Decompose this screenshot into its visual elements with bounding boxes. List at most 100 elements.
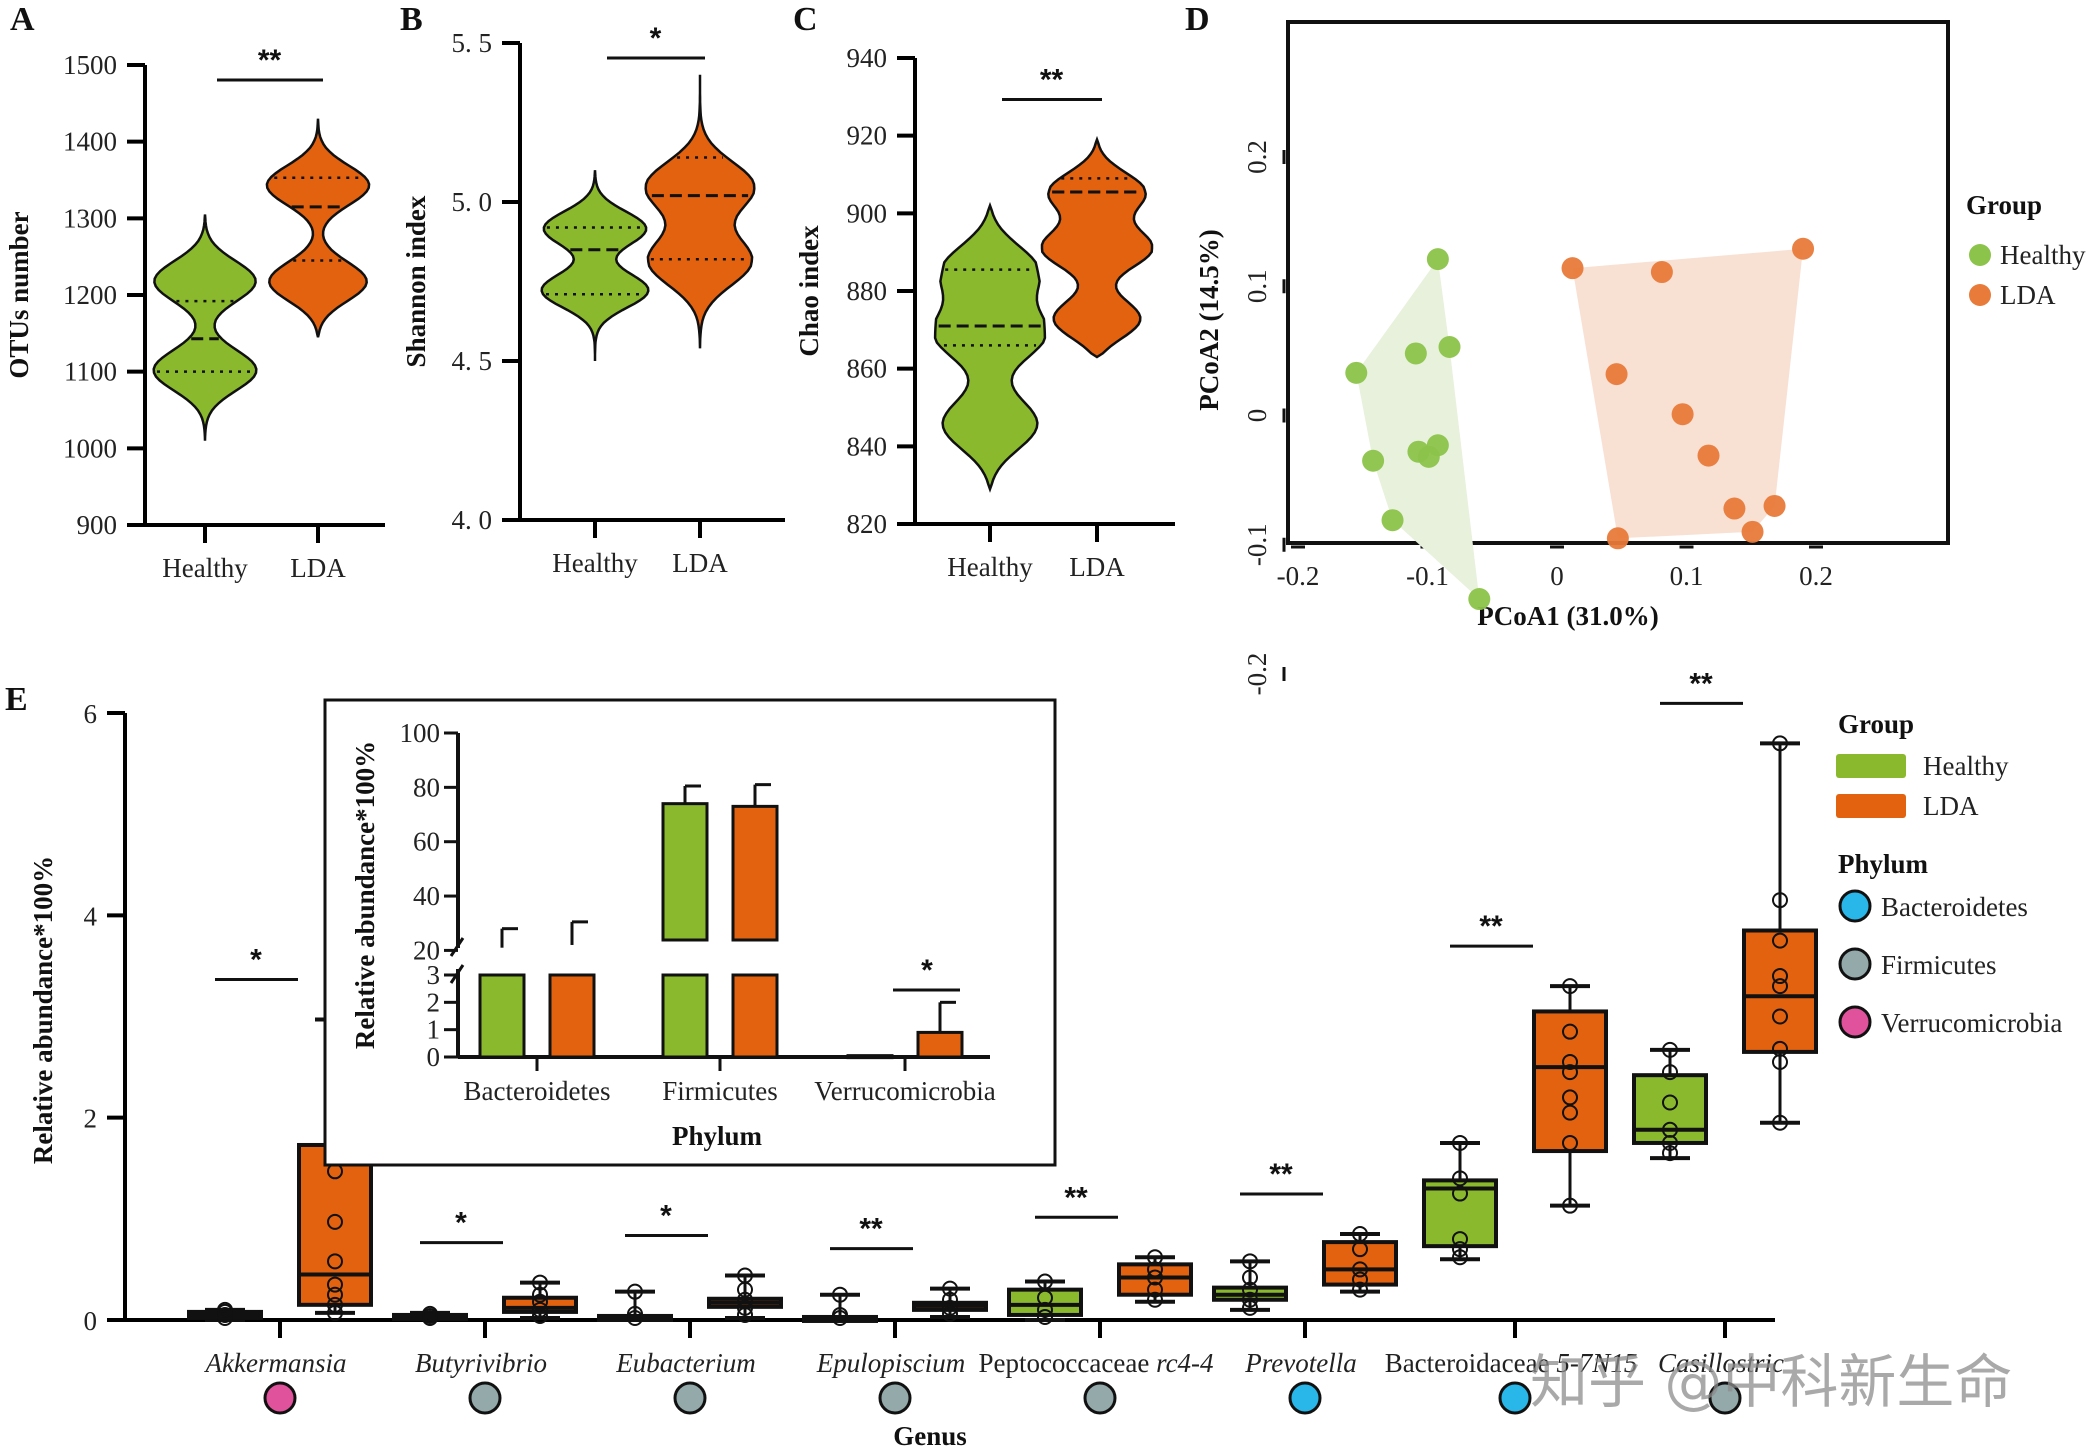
point-healthy bbox=[1438, 335, 1461, 358]
data-point bbox=[1562, 1023, 1578, 1040]
point-healthy bbox=[1426, 248, 1449, 271]
bar-healthy-lower bbox=[661, 973, 709, 1059]
y-tick-label: 100 bbox=[400, 718, 441, 748]
data-point bbox=[1147, 1269, 1163, 1286]
genus-label: Bacteroidaceae 5-7N15 bbox=[1385, 1348, 1638, 1378]
genus-group: Butyrivibrio * bbox=[392, 1207, 578, 1415]
bar-healthy-lower bbox=[478, 973, 526, 1059]
axis-break-mark bbox=[449, 937, 465, 957]
data-point bbox=[1452, 1170, 1468, 1187]
legend-label: Healthy bbox=[2000, 240, 2086, 270]
point-lda bbox=[1650, 261, 1673, 284]
genus-group: Peptococcaceae rc4-4 ** bbox=[978, 1181, 1214, 1415]
y-tick-label: 0 bbox=[1242, 409, 1272, 423]
genus-group: Bacteroidaceae 5-7N15 ** bbox=[1385, 910, 1638, 1415]
y-axis-title: Relative abundance*100% bbox=[350, 741, 380, 1049]
y-axis-title: Relative abundance*100% bbox=[28, 856, 58, 1164]
bar-lda bbox=[731, 804, 779, 942]
phylum-marker bbox=[468, 1381, 502, 1415]
y-tick-label: 920 bbox=[847, 121, 888, 151]
data-point bbox=[1352, 1241, 1368, 1258]
data-point bbox=[532, 1307, 548, 1324]
y-tick-label: 900 bbox=[847, 198, 888, 228]
phylum-marker bbox=[878, 1381, 912, 1415]
watermark: 知乎 @中科新生命 bbox=[1530, 1335, 2012, 1419]
y-tick-label: -0.2 bbox=[1242, 653, 1272, 696]
data-point bbox=[1242, 1291, 1258, 1308]
panel-label: B bbox=[400, 1, 423, 38]
data-point bbox=[327, 1286, 343, 1303]
y-tick-label: 20 bbox=[413, 935, 440, 965]
data-point bbox=[832, 1286, 848, 1303]
point-healthy bbox=[1362, 449, 1385, 472]
data-point bbox=[1772, 978, 1788, 995]
data-point bbox=[327, 1253, 343, 1270]
y-tick-label: 2 bbox=[427, 987, 441, 1017]
data-point bbox=[627, 1309, 643, 1326]
data-point bbox=[942, 1280, 958, 1297]
phylum-marker bbox=[1498, 1381, 1532, 1415]
y-tick-label: 1500 bbox=[63, 50, 117, 80]
y-tick-label: 4 bbox=[84, 901, 98, 931]
violin-healthy bbox=[933, 201, 1047, 493]
break-gap bbox=[731, 942, 779, 973]
y-tick-label: 6 bbox=[84, 699, 98, 729]
genus-name: Epulopiscium bbox=[816, 1348, 966, 1378]
break-gap bbox=[548, 942, 596, 973]
y-tick-label: 1400 bbox=[63, 127, 117, 157]
data-point bbox=[1147, 1261, 1163, 1278]
data-point bbox=[1662, 1134, 1678, 1151]
data-point bbox=[1452, 1134, 1468, 1151]
genus-label: Akkermansia bbox=[204, 1348, 347, 1378]
x-tick-label: Bacteroidetes bbox=[464, 1076, 611, 1106]
y-tick-label: 40 bbox=[413, 881, 440, 911]
phylum-marker bbox=[673, 1381, 707, 1415]
legend-phylum-marker bbox=[1838, 947, 1872, 981]
y-tick-label: 940 bbox=[847, 43, 888, 73]
data-point bbox=[1147, 1281, 1163, 1298]
significance-label: ** bbox=[258, 44, 282, 77]
data-point bbox=[1562, 1054, 1578, 1071]
data-point bbox=[832, 1309, 848, 1326]
data-point bbox=[1452, 1249, 1468, 1266]
box-lda bbox=[297, 1142, 373, 1307]
bar-lda bbox=[916, 1030, 964, 1059]
y-tick-label: 0.1 bbox=[1242, 269, 1272, 303]
data-point bbox=[1452, 1241, 1468, 1258]
genus-name: Casillostric bbox=[1658, 1348, 1784, 1378]
data-point bbox=[1772, 932, 1788, 949]
violin-lda bbox=[1040, 135, 1154, 359]
genus-group: Akkermansia * bbox=[187, 944, 373, 1415]
data-point bbox=[1452, 1231, 1468, 1248]
point-lda bbox=[1723, 497, 1746, 520]
data-point bbox=[737, 1299, 753, 1316]
y-tick-label: 0 bbox=[84, 1306, 98, 1336]
bar-healthy bbox=[846, 1054, 894, 1060]
point-lda bbox=[1605, 363, 1628, 386]
x-tick-label: 0.1 bbox=[1670, 561, 1704, 591]
legend-marker-lda bbox=[1969, 284, 1991, 306]
y-tick-label: 1000 bbox=[63, 433, 117, 463]
y-tick-label: 1300 bbox=[63, 203, 117, 233]
data-point bbox=[327, 1304, 343, 1321]
x-tick-label: -0.1 bbox=[1406, 561, 1449, 591]
data-point bbox=[532, 1274, 548, 1291]
genus-label: Butyrivibrio bbox=[415, 1348, 547, 1378]
x-axis-title: PCoA1 (31.0%) bbox=[1477, 601, 1658, 631]
data-point bbox=[327, 1213, 343, 1230]
point-healthy bbox=[1345, 361, 1368, 384]
legend-label: LDA bbox=[1923, 791, 1979, 821]
data-point bbox=[1242, 1253, 1258, 1270]
panel-B: B 4. 0 4. 5 5. 0 5. 5 Shannon index Healthy LDA… bbox=[400, 1, 785, 578]
box-lda bbox=[1322, 1240, 1398, 1287]
significance-label: * bbox=[250, 944, 262, 977]
data-point bbox=[1452, 1185, 1468, 1202]
y-tick-label: 820 bbox=[847, 509, 888, 539]
genus-name: Akkermansia bbox=[204, 1348, 347, 1378]
box-lda bbox=[1742, 928, 1818, 1054]
point-healthy bbox=[1468, 588, 1491, 611]
significance-label: ** bbox=[1269, 1158, 1293, 1191]
data-point bbox=[1772, 735, 1788, 752]
y-tick-label: 860 bbox=[847, 354, 888, 384]
